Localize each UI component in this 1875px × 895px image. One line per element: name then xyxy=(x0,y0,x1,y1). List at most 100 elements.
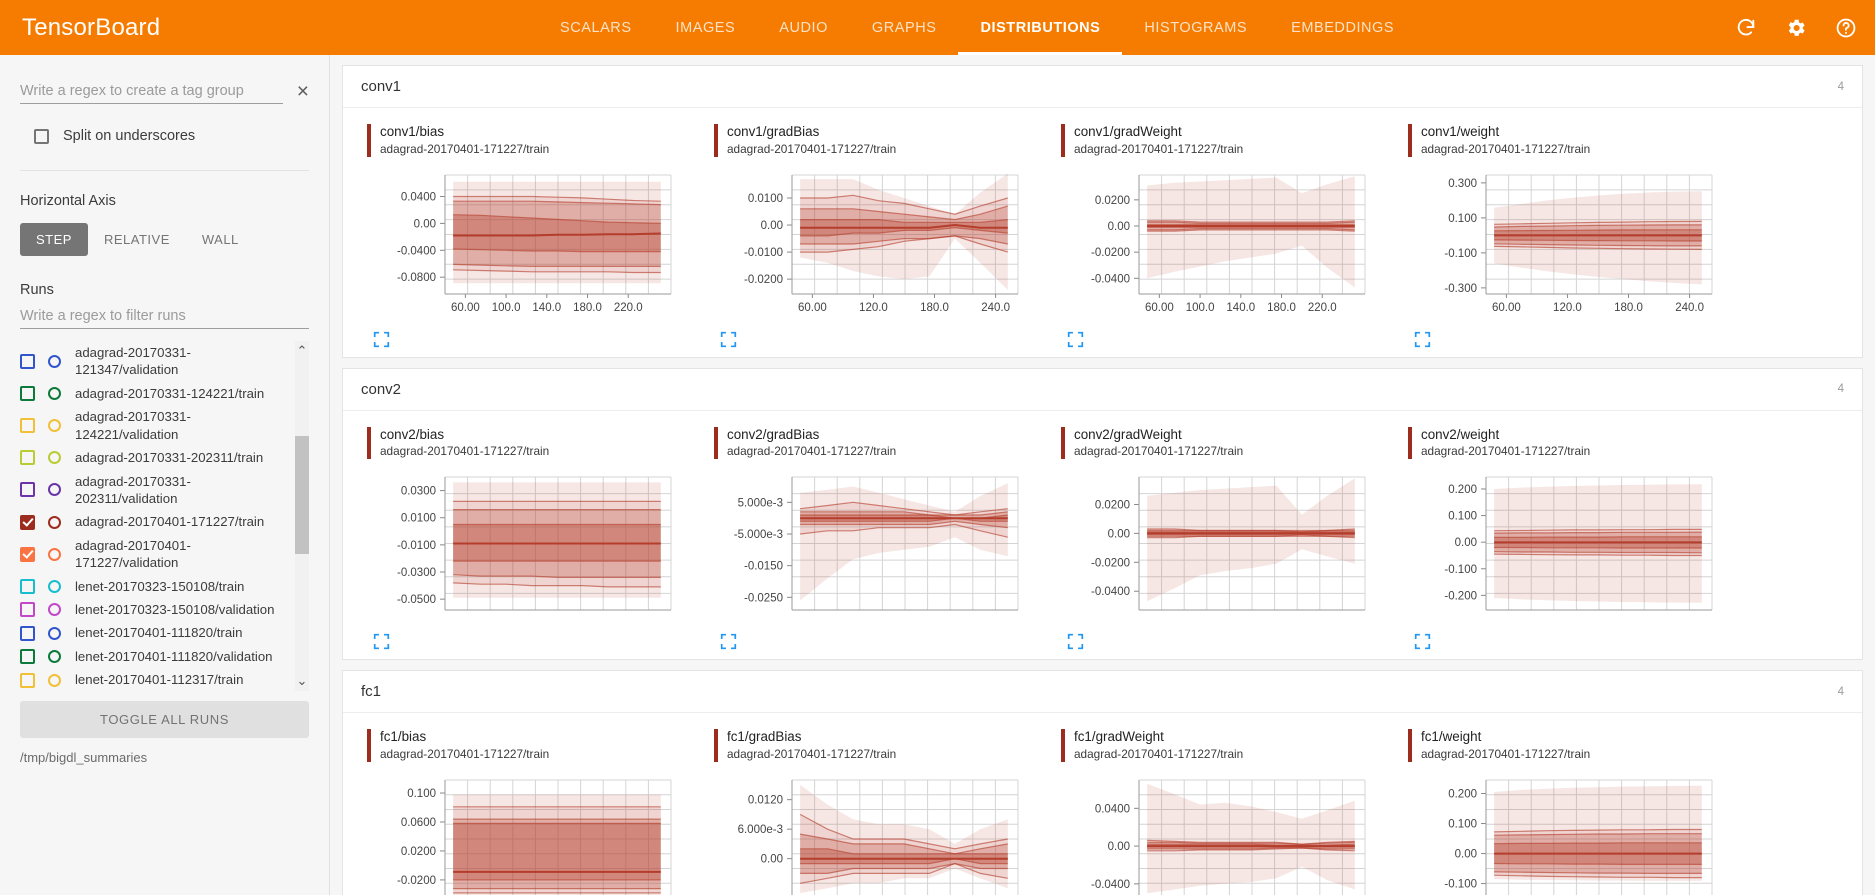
runs-list[interactable]: adagrad-20170331-121347/validation adagra… xyxy=(20,341,309,691)
run-checkbox[interactable] xyxy=(20,602,35,618)
chart-card[interactable]: conv1/weight adagrad-20170401-171227/tra… xyxy=(1394,118,1741,353)
expand-chart-icon[interactable] xyxy=(720,331,737,348)
run-item[interactable]: adagrad-20170331-124221/validation xyxy=(20,405,289,446)
gear-icon[interactable] xyxy=(1785,17,1807,39)
run-color-circle-icon[interactable] xyxy=(48,603,61,617)
run-item[interactable]: adagrad-20170331-121347/validation xyxy=(20,341,289,382)
chart-card[interactable]: fc1/weight adagrad-20170401-171227/train… xyxy=(1394,723,1741,895)
help-icon[interactable] xyxy=(1835,17,1857,39)
run-color-bar-icon xyxy=(1061,426,1065,460)
refresh-icon[interactable] xyxy=(1735,17,1757,39)
run-item[interactable]: adagrad-20170331-202311/validation xyxy=(20,470,289,511)
tab-images[interactable]: IMAGES xyxy=(675,19,736,36)
split-on-underscores-row[interactable]: Split on underscores xyxy=(20,128,309,144)
run-item[interactable]: lenet-20170401-112317/train xyxy=(20,668,289,691)
run-checkbox[interactable] xyxy=(20,386,35,402)
run-checkbox[interactable] xyxy=(20,514,35,530)
run-item[interactable]: adagrad-20170401-171227/train xyxy=(20,510,289,533)
run-checkbox[interactable] xyxy=(20,672,35,688)
scroll-up-icon[interactable]: ⌃ xyxy=(296,343,308,358)
svg-text:180.0: 180.0 xyxy=(920,302,949,314)
run-color-circle-icon[interactable] xyxy=(48,673,61,687)
run-color-circle-icon[interactable] xyxy=(48,650,61,664)
run-color-circle-icon[interactable] xyxy=(48,419,61,433)
axis-option-relative[interactable]: RELATIVE xyxy=(103,232,170,247)
run-checkbox[interactable] xyxy=(20,450,35,466)
run-color-circle-icon[interactable] xyxy=(48,354,61,368)
expand-chart-icon[interactable] xyxy=(720,633,737,650)
tag-group-header[interactable]: fc1 4 xyxy=(343,671,1862,714)
tag-regex-input[interactable] xyxy=(20,83,283,104)
run-color-circle-icon[interactable] xyxy=(48,547,61,561)
tag-group-header[interactable]: conv1 4 xyxy=(343,66,1862,108)
chart-plot-area[interactable]: 0.0400 0.00 -0.0400 xyxy=(1061,770,1394,895)
run-color-circle-icon[interactable] xyxy=(48,515,61,529)
tab-audio[interactable]: AUDIO xyxy=(779,19,828,36)
tag-group: fc1 4 fc1/bias adagrad-20170401-171227/tr… xyxy=(342,670,1863,895)
run-checkbox[interactable] xyxy=(20,418,35,434)
run-item[interactable]: adagrad-20170331-124221/train xyxy=(20,382,289,405)
chart-plot-area[interactable]: 0.200 0.100 0.00 -0.100 -0.200 xyxy=(1408,467,1741,627)
run-checkbox[interactable] xyxy=(20,482,35,498)
run-item[interactable]: lenet-20170323-150108/train xyxy=(20,575,289,598)
main-content[interactable]: conv1 4 conv1/bias adagrad-20170401-17122… xyxy=(330,55,1875,895)
chart-plot-area[interactable]: 0.200 0.100 0.00 -0.100 xyxy=(1408,770,1741,895)
run-checkbox[interactable] xyxy=(20,546,35,562)
chart-card[interactable]: fc1/gradWeight adagrad-20170401-171227/t… xyxy=(1047,723,1394,895)
chart-card[interactable]: conv2/gradBias adagrad-20170401-171227/t… xyxy=(700,421,1047,656)
close-icon[interactable]: × xyxy=(296,80,309,103)
chart-card[interactable]: conv2/bias adagrad-20170401-171227/train… xyxy=(353,421,700,656)
chart-card[interactable]: conv2/gradWeight adagrad-20170401-171227… xyxy=(1047,421,1394,656)
run-checkbox[interactable] xyxy=(20,578,35,594)
tab-graphs[interactable]: GRAPHS xyxy=(871,19,937,36)
chart-plot-area[interactable]: 0.300 0.100 -0.100 -0.300 60.00 120.0 180.0 240… xyxy=(1408,165,1741,325)
toggle-all-runs-button[interactable]: TOGGLE ALL RUNS xyxy=(20,701,309,738)
run-item[interactable]: lenet-20170323-150108/validation xyxy=(20,598,289,621)
run-item[interactable]: adagrad-20170331-202311/train xyxy=(20,446,289,469)
chart-card[interactable]: conv2/weight adagrad-20170401-171227/tra… xyxy=(1394,421,1741,656)
chart-plot-area[interactable]: 0.100 0.0600 0.0200 -0.0200 xyxy=(367,770,700,895)
chart-card[interactable]: fc1/bias adagrad-20170401-171227/train 0… xyxy=(353,723,700,895)
runs-filter-input[interactable] xyxy=(20,308,309,329)
tab-distributions[interactable]: DISTRIBUTIONS xyxy=(958,0,1123,55)
chart-plot-area[interactable]: 0.0200 0.00 -0.0200 -0.0400 xyxy=(1061,467,1394,627)
tab-histograms[interactable]: HISTOGRAMS xyxy=(1144,19,1248,36)
expand-chart-icon[interactable] xyxy=(1067,633,1084,650)
chart-plot-area[interactable]: 0.0200 0.00 -0.0200 -0.0400 60.00 100.0 140.0 1… xyxy=(1061,165,1394,325)
chart-card[interactable]: conv1/bias adagrad-20170401-171227/train… xyxy=(353,118,700,353)
expand-chart-icon[interactable] xyxy=(1067,331,1084,348)
run-item[interactable]: adagrad-20170401-171227/validation xyxy=(20,534,289,575)
chart-plot-area[interactable]: 0.0400 0.00 -0.0400 -0.0800 60.00 100.0 140.0 1… xyxy=(367,165,700,325)
expand-chart-icon[interactable] xyxy=(373,633,390,650)
run-item[interactable]: lenet-20170401-111820/train xyxy=(20,621,289,644)
chart-card[interactable]: conv1/gradWeight adagrad-20170401-171227… xyxy=(1047,118,1394,353)
run-color-circle-icon[interactable] xyxy=(48,483,61,497)
chart-plot-area[interactable]: 0.0120 6.000e-3 0.00 xyxy=(714,770,1047,895)
expand-chart-icon[interactable] xyxy=(1414,633,1431,650)
chart-plot-area[interactable]: 5.000e-3 -5.000e-3 -0.0150 -0.0250 xyxy=(714,467,1047,627)
expand-chart-icon[interactable] xyxy=(1414,331,1431,348)
run-color-circle-icon[interactable] xyxy=(48,579,61,593)
run-item[interactable]: lenet-20170401-111820/validation xyxy=(20,645,289,668)
run-checkbox[interactable] xyxy=(20,649,35,665)
chart-card[interactable]: fc1/gradBias adagrad-20170401-171227/tra… xyxy=(700,723,1047,895)
runs-scrollbar[interactable]: ⌃ ⌄ xyxy=(295,341,309,691)
tab-scalars[interactable]: SCALARS xyxy=(560,19,632,36)
chart-card[interactable]: conv1/gradBias adagrad-20170401-171227/t… xyxy=(700,118,1047,353)
runs-scrollbar-thumb[interactable] xyxy=(295,436,309,554)
tag-group-header[interactable]: conv2 4 xyxy=(343,369,1862,411)
run-color-circle-icon[interactable] xyxy=(48,451,61,465)
run-color-circle-icon[interactable] xyxy=(48,387,61,401)
expand-chart-icon[interactable] xyxy=(373,331,390,348)
tab-embeddings[interactable]: EMBEDDINGS xyxy=(1291,19,1395,36)
scroll-down-icon[interactable]: ⌄ xyxy=(296,673,308,688)
run-color-circle-icon[interactable] xyxy=(48,626,61,640)
run-name: lenet-20170401-111820/validation xyxy=(75,648,273,664)
chart-plot-area[interactable]: 0.0100 0.00 -0.0100 -0.0200 60.00 120.0 180.0 2… xyxy=(714,165,1047,325)
run-checkbox[interactable] xyxy=(20,353,35,369)
split-on-underscores-checkbox[interactable] xyxy=(34,128,49,144)
chart-plot-area[interactable]: 0.0300 0.0100 -0.0100 -0.0300 -0.0500 xyxy=(367,467,700,627)
run-checkbox[interactable] xyxy=(20,625,35,641)
axis-option-wall[interactable]: WALL xyxy=(201,232,239,247)
axis-option-step[interactable]: STEP xyxy=(20,223,88,256)
